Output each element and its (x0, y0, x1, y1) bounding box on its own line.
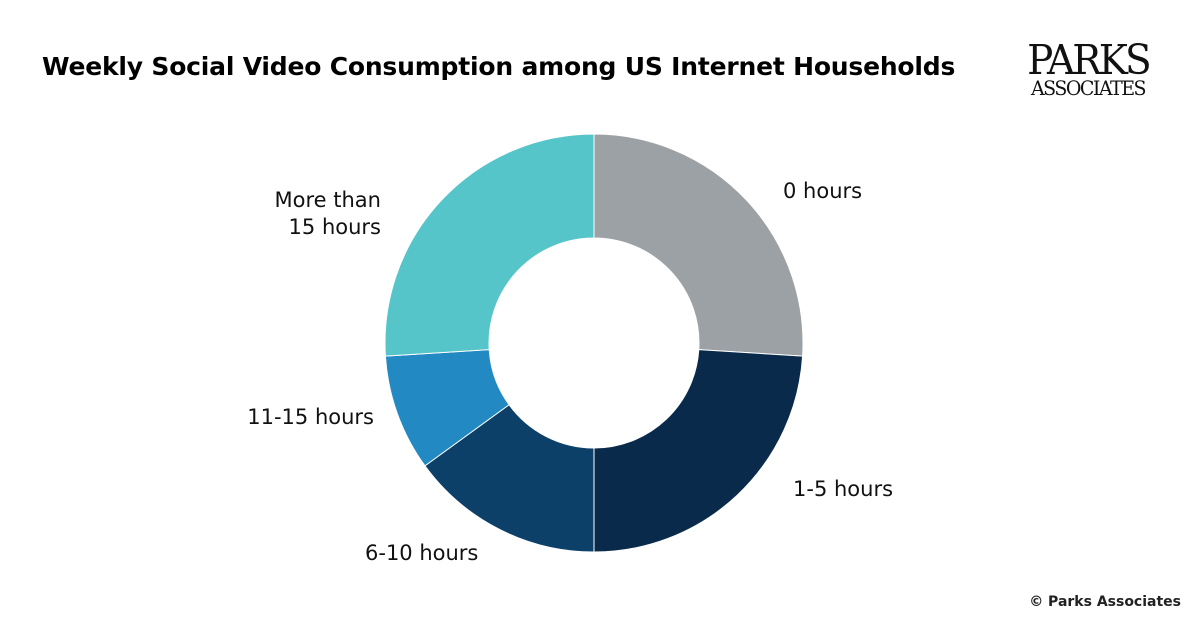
donut-slice-6-10-hours (424, 404, 595, 553)
slice-label-6-10-hours: 6-10 hours (365, 540, 478, 567)
slice-label-0-hours: 0 hours (783, 178, 862, 205)
slice-label-line: 0 hours (783, 178, 863, 203)
slice-label-line: 15 hours (288, 215, 381, 239)
slice-label-line: 6-10 hours (365, 540, 479, 565)
slice-label-line: More than (274, 188, 381, 212)
slice-label-line: 11-15 hours (247, 404, 374, 429)
copyright-notice: © Parks Associates (1029, 594, 1181, 610)
donut-slice-1-5-hours (593, 349, 804, 553)
donut-slice-more-than-15-hours (384, 133, 595, 357)
parks-associates-logo: PARKS ASSOCIATES (1020, 40, 1156, 104)
donut-slices (384, 133, 804, 553)
slice-label-1-5-hours: 1-5 hours (793, 476, 893, 503)
slice-label-11-15-hours: 11-15 hours (247, 404, 374, 431)
slice-label-more-than-15-hours: More than 15 hours (275, 187, 381, 241)
chart-title: Weekly Social Video Consumption among US… (42, 52, 956, 81)
donut-slice-0-hours (593, 133, 804, 357)
slice-label-line: 1-5 hours (793, 476, 894, 501)
logo-text-line2: ASSOCIATES (1030, 76, 1147, 100)
logo-text-line1: PARKS (1027, 36, 1151, 84)
